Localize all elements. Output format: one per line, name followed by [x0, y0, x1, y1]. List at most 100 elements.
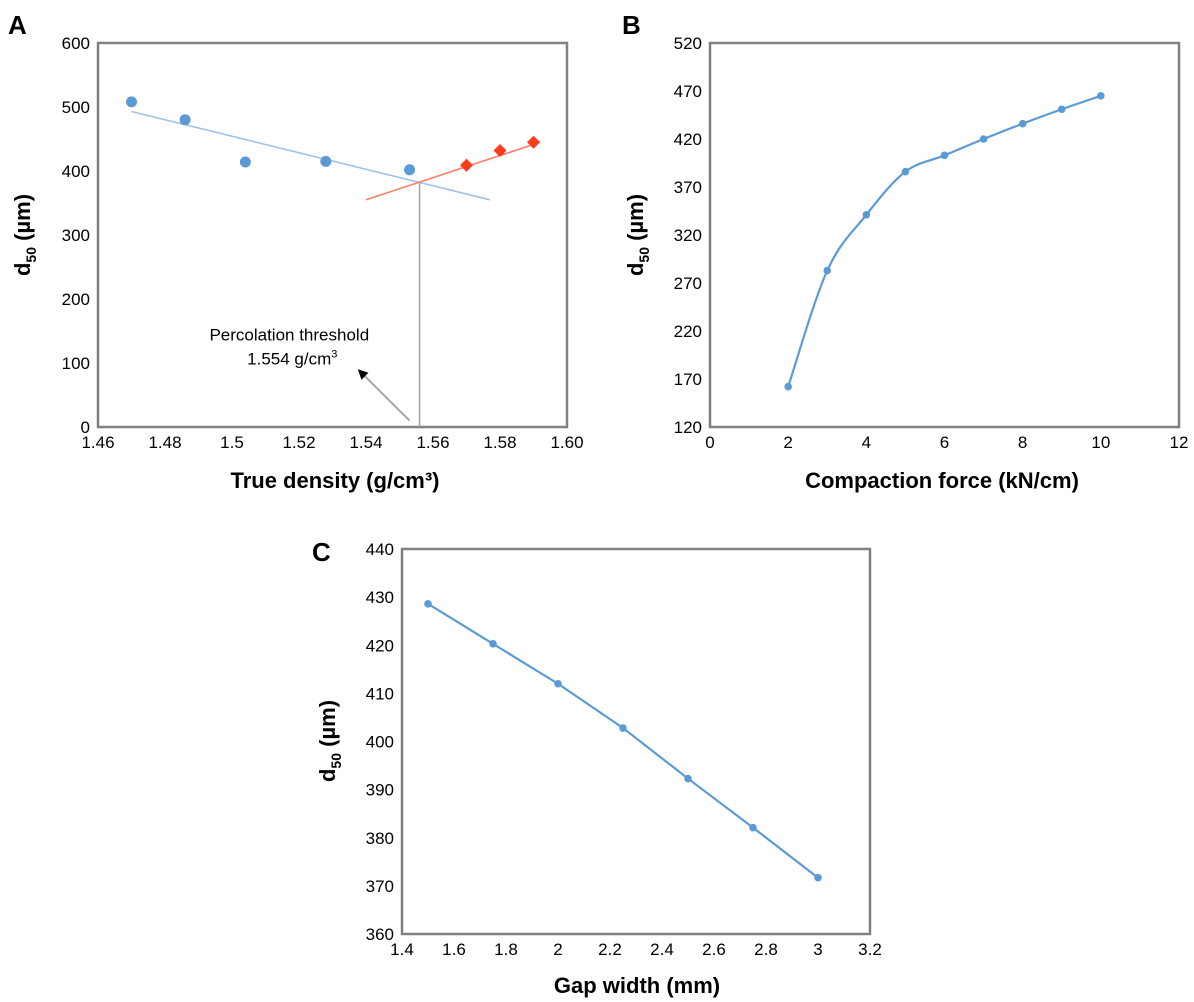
data-point [862, 211, 871, 219]
y-tick-label: 600 [62, 34, 90, 53]
y-tick-label: 500 [62, 98, 90, 117]
x-tick-label: 1.58 [483, 433, 516, 452]
data-point [784, 382, 792, 391]
annotation-line-1: Percolation threshold [209, 326, 369, 345]
trendline [365, 141, 541, 201]
data-point [1018, 119, 1027, 128]
y-tick-label: 200 [62, 290, 90, 309]
x-tick-label: 2 [783, 433, 792, 452]
y-tick-label: 400 [62, 162, 90, 181]
chart-panel-c: C 1.4 1.6 1.8 2 2.2 2.4 2.6 2.8 3 3.2 360 370 380 390 4… [312, 537, 882, 998]
y-axis-title-base: d [315, 769, 340, 782]
y-tick-label: 100 [62, 354, 90, 373]
plot-frame [400, 547, 872, 936]
panel-letter: B [622, 10, 641, 40]
y-tick-label: 390 [366, 781, 394, 800]
x-tick-label: 1.4 [390, 940, 414, 959]
y-tick-label: 410 [366, 684, 394, 703]
y-axis-title-unit: (µm) [10, 194, 35, 247]
data-point [126, 96, 137, 108]
data-point [320, 155, 332, 167]
y-axis-title-subscript: 50 [23, 247, 39, 263]
x-tick-label: 12 [1170, 433, 1189, 452]
data-point [940, 151, 949, 160]
plot-frame [708, 41, 1181, 429]
x-axis-title: Gap width (mm) [554, 973, 720, 998]
x-tick-label: 1.48 [148, 433, 181, 452]
data-point-diamond [460, 158, 473, 172]
x-tick-label: 6 [940, 433, 949, 452]
x-axis-title: True density (g/cm³) [230, 468, 439, 493]
x-tick-label: 10 [1091, 433, 1110, 452]
x-axis-title: Compaction force (kN/cm) [805, 468, 1079, 493]
y-tick-label: 520 [674, 34, 702, 53]
y-axis-title: d50 (µm) [315, 700, 344, 782]
data-point [1097, 92, 1105, 100]
x-tick-label: 1.6 [442, 940, 466, 959]
x-tick-label: 1.60 [550, 433, 583, 452]
chart-panel-a: A 1.46 1.48 1.5 1.52 1.54 1.56 1.58 1.60 0 100 200 3… [8, 10, 584, 493]
y-tick-label: 300 [62, 226, 90, 245]
data-point [979, 135, 988, 143]
y-axis-title-subscript: 50 [636, 247, 652, 263]
trendline [131, 110, 491, 201]
x-tick-label: 2.4 [650, 940, 674, 959]
annotation-arrow [357, 369, 411, 422]
y-axis-title: d50 (µm) [623, 194, 652, 276]
x-tick-label: 8 [1018, 433, 1027, 452]
plot-frame [96, 41, 569, 429]
data-point [404, 164, 416, 176]
y-tick-label: 120 [674, 418, 702, 437]
annotation-value: 1.554 g/cm [247, 350, 331, 369]
x-tick-label: 2.8 [754, 940, 778, 959]
y-axis-title-unit: (µm) [623, 194, 648, 247]
data-point [823, 266, 832, 275]
data-point [489, 640, 497, 648]
data-point-diamond [527, 135, 540, 149]
y-tick-label: 270 [674, 274, 702, 293]
y-tick-label: 220 [674, 322, 702, 341]
y-axis-title-base: d [10, 263, 35, 276]
y-tick-label: 370 [366, 877, 394, 896]
data-point [901, 167, 910, 176]
data-point [684, 774, 692, 783]
x-tick-label: 2 [553, 940, 562, 959]
y-tick-label: 360 [366, 925, 394, 944]
y-tick-label: 440 [366, 540, 394, 559]
x-tick-label: 0 [705, 433, 714, 452]
data-point [619, 724, 627, 732]
y-tick-label: 320 [674, 226, 702, 245]
y-axis-title: d50 (µm) [10, 194, 39, 276]
x-tick-label: 1.46 [81, 433, 114, 452]
y-tick-label: 420 [674, 130, 702, 149]
y-tick-label: 420 [366, 636, 394, 655]
y-tick-label: 0 [81, 418, 90, 437]
x-tick-label: 4 [862, 433, 871, 452]
x-tick-label: 2.6 [702, 940, 726, 959]
data-point [749, 823, 757, 832]
x-tick-label: 3.2 [858, 940, 882, 959]
x-tick-label: 1.5 [220, 433, 244, 452]
panel-letter: C [312, 537, 331, 567]
y-axis-title-subscript: 50 [328, 753, 344, 769]
y-tick-label: 400 [366, 733, 394, 752]
data-point [554, 679, 562, 688]
data-point [179, 114, 191, 126]
y-tick-label: 370 [674, 178, 702, 197]
x-tick-label: 1.52 [282, 433, 315, 452]
data-point [424, 600, 432, 608]
data-point-diamond [493, 144, 507, 158]
data-point [239, 156, 251, 168]
x-tick-label: 1.54 [349, 433, 382, 452]
x-tick-label: 2.2 [598, 940, 622, 959]
x-tick-label: 1.56 [416, 433, 449, 452]
chart-panel-b: B 0 2 4 6 8 10 12 120 170 220 270 320 370 420 470 520 Com… [622, 10, 1188, 493]
annotation-superscript: 3 [331, 349, 337, 361]
x-tick-label: 1.8 [494, 940, 518, 959]
x-tick-label: 3 [813, 940, 822, 959]
y-tick-label: 430 [366, 588, 394, 607]
panel-letter: A [8, 10, 27, 40]
y-tick-label: 380 [366, 829, 394, 848]
y-axis-title-unit: (µm) [315, 700, 340, 753]
